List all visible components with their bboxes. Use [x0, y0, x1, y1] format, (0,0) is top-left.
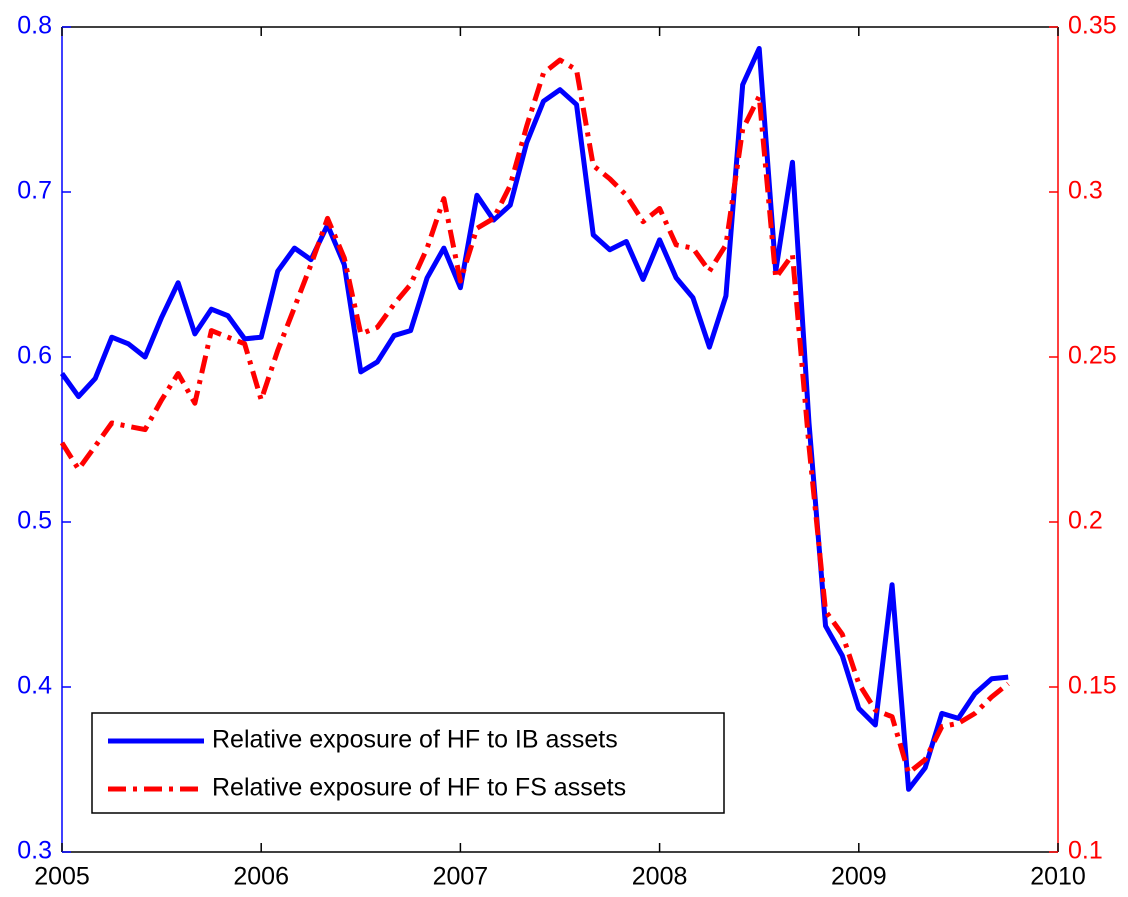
x-tick-label: 2009 — [831, 863, 887, 891]
y2-tick-label: 0.1 — [1068, 837, 1103, 865]
legend: Relative exposure of HF to IB assets Rela… — [91, 712, 725, 814]
x-tick-label: 2005 — [34, 863, 90, 891]
x-tick-label: 2006 — [233, 863, 289, 891]
series-line — [59, 45, 1009, 792]
series-line — [59, 57, 1010, 776]
y2-tick-label: 0.2 — [1068, 507, 1103, 535]
y-tick-label: 0.4 — [17, 672, 52, 700]
y-tick-label: 0.5 — [17, 507, 52, 535]
legend-label: Relative exposure of HF to FS assets — [212, 774, 626, 802]
y2-tick-label: 0.15 — [1068, 672, 1117, 700]
y-tick-label: 0.3 — [17, 837, 52, 865]
y2-tick-label: 0.3 — [1068, 177, 1103, 205]
y2-tick-label: 0.35 — [1068, 12, 1117, 40]
x-tick-label: 2008 — [632, 863, 688, 891]
x-tick-label: 2010 — [1030, 863, 1086, 891]
y-tick-label: 0.6 — [17, 342, 52, 370]
legend-box — [91, 712, 725, 814]
legend-label: Relative exposure of HF to IB assets — [212, 726, 618, 754]
y2-tick-label: 0.25 — [1068, 342, 1117, 370]
x-tick-label: 2007 — [433, 863, 489, 891]
y-tick-label: 0.7 — [17, 177, 52, 205]
y-tick-label: 0.8 — [17, 12, 52, 40]
